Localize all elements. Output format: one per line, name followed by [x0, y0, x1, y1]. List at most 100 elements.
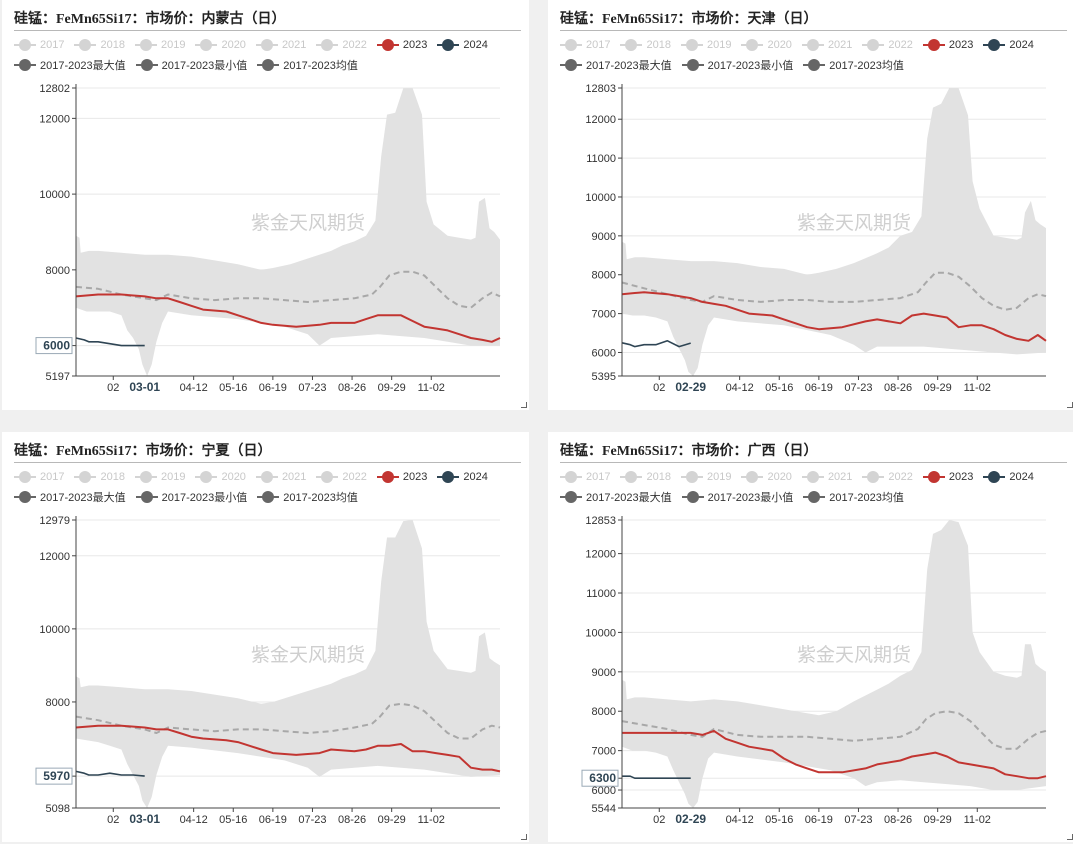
legend-marker-icon	[257, 59, 280, 71]
legend-label: 2023	[402, 39, 428, 51]
legend-item[interactable]: 2017-2023均值	[803, 489, 904, 505]
legend-label: 2021	[827, 471, 853, 483]
x-tick-label: 06-19	[805, 382, 833, 394]
legend-item[interactable]: 2017-2023最大值	[14, 57, 126, 73]
legend-item[interactable]: 2017-2023最小值	[681, 57, 793, 73]
legend-marker-icon	[376, 39, 399, 51]
legend-item[interactable]: 2022	[316, 471, 367, 483]
series-2023-line	[75, 724, 501, 773]
legend-item[interactable]: 2017-2023最大值	[14, 489, 126, 505]
legend-item[interactable]: 2024	[983, 471, 1034, 483]
x-tick-label: 08-26	[338, 382, 366, 394]
legend-marker-icon	[801, 39, 824, 51]
legend-item[interactable]: 2019	[680, 39, 731, 51]
x-tick-label: 04-12	[180, 382, 208, 394]
legend-item[interactable]: 2022	[862, 471, 913, 483]
legend-item[interactable]: 2017-2023最小值	[135, 489, 248, 505]
legend-item[interactable]: 2019	[680, 471, 731, 483]
legend-marker-icon	[680, 39, 703, 51]
legend-item[interactable]: 2024	[437, 39, 488, 51]
legend-item[interactable]: 2019	[134, 471, 185, 483]
legend-item[interactable]: 2023	[376, 39, 428, 51]
resize-handle[interactable]	[1067, 402, 1073, 408]
legend-item[interactable]: 2020	[741, 471, 792, 483]
legend-item[interactable]: 2022	[862, 39, 913, 51]
resize-handle[interactable]	[521, 834, 527, 840]
legend-item[interactable]: 2021	[255, 471, 306, 483]
resize-handle[interactable]	[521, 402, 527, 408]
series-2023-line	[622, 729, 1047, 780]
legend-label: 2020	[221, 39, 246, 51]
series-mean-line	[75, 702, 501, 740]
chart-title: 硅锰：FeMn65Si17：市场价：天津（日）	[560, 12, 818, 27]
series-mean-line	[621, 710, 1047, 750]
y-tick-label: 12802	[39, 83, 70, 95]
y-tick-label: 12853	[585, 515, 616, 527]
legend-item[interactable]: 2017	[560, 39, 610, 51]
y-tick-label: 7000	[592, 309, 616, 321]
legend-item[interactable]: 2018	[74, 471, 125, 483]
y-tick-label: 10000	[585, 192, 616, 204]
legend-item[interactable]: 2017	[14, 471, 64, 483]
legend-item[interactable]: 2017	[560, 471, 610, 483]
legend-label: 2020	[221, 471, 246, 483]
legend-marker-icon	[14, 39, 36, 51]
chart-plot-area: 紫金天风期货 12802 12000 10000 8000 6000 5197 02 04-12…	[35, 83, 501, 394]
legend-label: 2019	[160, 39, 186, 51]
legend-item[interactable]: 2021	[801, 39, 852, 51]
legend-item[interactable]: 2021	[255, 39, 306, 51]
legend-marker-icon	[983, 471, 1006, 483]
x-tick-label: 09-29	[924, 382, 952, 394]
legend-item[interactable]: 2023	[376, 471, 427, 483]
legend-row: 2017 2018 2019 2020 2021 2022 2023 2024	[560, 467, 1070, 487]
legend-item[interactable]: 2024	[437, 471, 488, 483]
legend-item[interactable]: 2017-2023均值	[257, 57, 358, 73]
legend-marker-icon	[74, 39, 97, 51]
legend-item[interactable]: 2017	[14, 39, 64, 51]
legend-marker-icon	[620, 471, 643, 483]
legend-label: 2020	[767, 39, 792, 51]
current-value-label: 6000	[43, 339, 70, 353]
legend-label: 2017-2023最小值	[161, 492, 248, 504]
y-tick-label: 12000	[39, 113, 70, 125]
legend-item[interactable]: 2020	[741, 39, 792, 51]
x-tick-label: 02	[653, 814, 665, 826]
legend-item[interactable]: 2022	[316, 39, 367, 51]
legend-item[interactable]: 2018	[74, 39, 125, 51]
legend-marker-icon	[14, 471, 36, 483]
legend-item[interactable]: 2024	[983, 39, 1034, 51]
x-tick-label: 04-12	[726, 814, 754, 826]
legend: 2017 2018 2019 2020 2021 2022 2023 2024 2017-202…	[14, 35, 524, 75]
legend-item[interactable]: 2017-2023最大值	[560, 57, 672, 73]
legend-item[interactable]: 2023	[922, 39, 973, 51]
legend-label: 2024	[1009, 471, 1034, 483]
legend-item[interactable]: 2017-2023最小值	[681, 489, 793, 505]
legend-item[interactable]: 2020	[195, 39, 246, 51]
legend-item[interactable]: 2023	[922, 471, 973, 483]
legend-marker-icon	[681, 59, 704, 71]
legend-item[interactable]: 2017-2023最小值	[135, 57, 247, 73]
x-tick-label: 06-19	[259, 382, 287, 394]
legend-item[interactable]: 2017-2023均值	[803, 57, 904, 73]
legend-row: 2017-2023最大值 2017-2023最小值 2017-2023均值	[14, 55, 524, 75]
y-tick-label: 6000	[592, 347, 616, 359]
title-divider	[560, 462, 1067, 463]
legend-item[interactable]: 2018	[620, 471, 671, 483]
legend-marker-icon	[195, 39, 218, 51]
y-tick-label: 12000	[39, 551, 70, 563]
x-tick-label: 02	[107, 814, 119, 826]
x-tick-label: 09-29	[924, 814, 952, 826]
legend-item[interactable]: 2020	[195, 471, 246, 483]
series-2023-line	[75, 293, 501, 343]
legend-item[interactable]: 2017-2023最大值	[560, 489, 672, 505]
legend-item[interactable]: 2017-2023均值	[257, 489, 358, 505]
legend-marker-icon	[560, 471, 582, 483]
legend-item[interactable]: 2019	[134, 39, 186, 51]
legend-item[interactable]: 2021	[801, 471, 853, 483]
legend-marker-icon	[620, 39, 643, 51]
y-tick-label: 8000	[46, 697, 70, 709]
legend-item[interactable]: 2018	[620, 39, 671, 51]
legend-label: 2017-2023最大值	[586, 60, 672, 72]
legend-label: 2017	[586, 39, 611, 51]
resize-handle[interactable]	[1067, 834, 1073, 840]
